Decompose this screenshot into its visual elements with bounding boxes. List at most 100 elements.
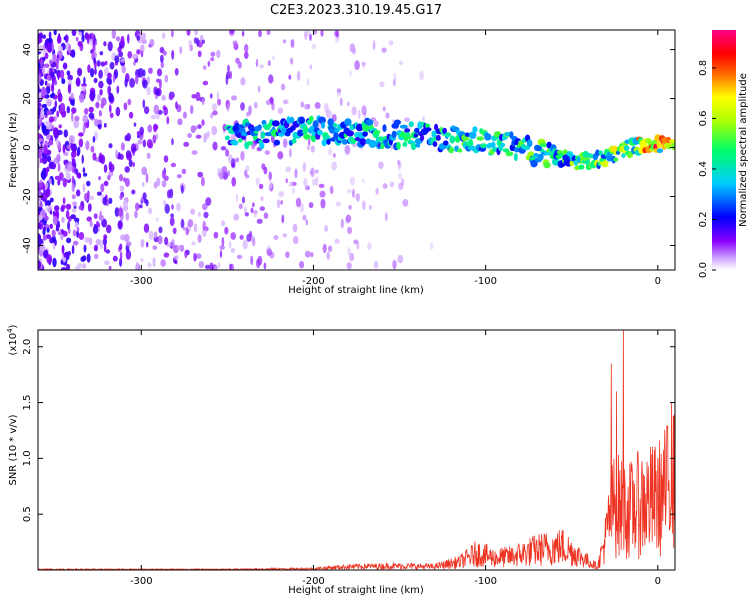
signal-blob xyxy=(526,139,533,148)
noise-blob xyxy=(166,116,170,125)
noise-blob xyxy=(349,176,356,186)
noise-blob xyxy=(43,63,50,68)
noise-blob xyxy=(118,51,124,58)
noise-blob xyxy=(63,252,69,258)
noise-blob xyxy=(108,143,113,149)
signal-blob xyxy=(425,127,432,132)
signal-blob xyxy=(533,153,539,158)
noise-blob xyxy=(253,209,258,215)
noise-blob xyxy=(201,119,205,126)
y-tick-label: 0 xyxy=(22,144,33,150)
noise-blob xyxy=(304,103,310,110)
signal-blob xyxy=(448,146,455,154)
noise-blob xyxy=(93,57,96,64)
y-tick-label: 20 xyxy=(22,92,33,105)
colorbar-tick-label: 0.6 xyxy=(698,110,709,126)
noise-blob xyxy=(66,70,71,76)
noise-blob xyxy=(147,141,154,149)
noise-blob xyxy=(211,125,218,136)
signal-blob xyxy=(238,138,243,143)
noise-blob xyxy=(185,227,189,236)
noise-blob xyxy=(320,198,326,209)
noise-blob xyxy=(62,197,66,205)
noise-blob xyxy=(108,92,114,102)
noise-blob xyxy=(99,239,104,250)
signal-blob xyxy=(513,147,520,153)
signal-blob xyxy=(240,131,249,137)
noise-blob xyxy=(388,40,394,46)
noise-blob xyxy=(201,39,205,44)
noise-blob xyxy=(86,253,91,263)
signal-blob xyxy=(472,126,478,133)
signal-blob xyxy=(490,141,496,148)
noise-blob xyxy=(67,83,72,94)
signal-blob xyxy=(623,145,630,151)
noise-blob xyxy=(176,202,181,212)
noise-blob xyxy=(49,59,53,65)
noise-blob xyxy=(213,231,219,239)
noise-blob xyxy=(51,43,55,53)
noise-blob xyxy=(48,178,52,185)
noise-blob xyxy=(88,112,95,119)
noise-blob xyxy=(261,163,266,170)
noise-blob xyxy=(107,72,111,78)
signal-blob xyxy=(513,153,518,162)
noise-blob xyxy=(107,85,112,96)
noise-blob xyxy=(126,152,132,161)
noise-blob xyxy=(60,267,67,270)
noise-blob xyxy=(62,177,67,188)
colorbar-ticks: 0.0 0.2 0.4 0.6 0.8 xyxy=(698,60,716,278)
noise-blob xyxy=(197,171,204,178)
noise-blob xyxy=(56,110,60,118)
noise-blob xyxy=(46,74,51,81)
noise-blob xyxy=(168,94,174,101)
noise-blob xyxy=(48,116,55,123)
noise-blob xyxy=(314,169,320,174)
noise-blob xyxy=(51,82,55,93)
noise-blob xyxy=(210,51,216,57)
noise-blob xyxy=(103,243,107,253)
noise-blob xyxy=(260,196,264,202)
noise-blob xyxy=(290,57,294,65)
noise-blob xyxy=(180,218,185,229)
noise-blob xyxy=(305,185,310,191)
noise-blob xyxy=(45,86,51,95)
noise-blob xyxy=(55,138,59,146)
noise-blob xyxy=(300,203,304,213)
noise-blob xyxy=(62,62,68,70)
signal-blob xyxy=(257,124,262,131)
noise-blob xyxy=(128,111,134,119)
noise-blob xyxy=(142,192,147,201)
noise-blob xyxy=(141,182,145,187)
noise-blob xyxy=(94,68,97,75)
noise-blob xyxy=(349,70,352,77)
noise-blob xyxy=(70,143,77,152)
noise-blob xyxy=(65,210,70,220)
noise-blob xyxy=(172,227,177,234)
noise-blob xyxy=(336,88,341,93)
noise-blob xyxy=(140,238,145,248)
noise-blob xyxy=(70,98,74,106)
signal-blob xyxy=(402,141,408,147)
noise-blob xyxy=(175,101,178,110)
noise-blob xyxy=(265,99,271,106)
noise-blob xyxy=(134,210,138,219)
signal-blob xyxy=(413,133,418,138)
noise-blob xyxy=(61,229,64,235)
noise-blob xyxy=(169,216,175,227)
noise-blob xyxy=(158,226,163,234)
noise-blob xyxy=(310,167,315,178)
noise-blob xyxy=(361,105,367,116)
noise-blob xyxy=(257,85,261,93)
noise-blob xyxy=(163,252,170,258)
noise-blob xyxy=(268,74,274,84)
noise-blob xyxy=(310,252,314,258)
noise-blob xyxy=(242,239,248,250)
noise-blob xyxy=(236,254,243,259)
noise-blob xyxy=(61,216,65,223)
signal-blob xyxy=(236,133,243,139)
noise-blob xyxy=(308,138,311,146)
noise-blob xyxy=(81,154,84,164)
noise-blob xyxy=(289,148,292,158)
noise-blob xyxy=(57,92,63,103)
